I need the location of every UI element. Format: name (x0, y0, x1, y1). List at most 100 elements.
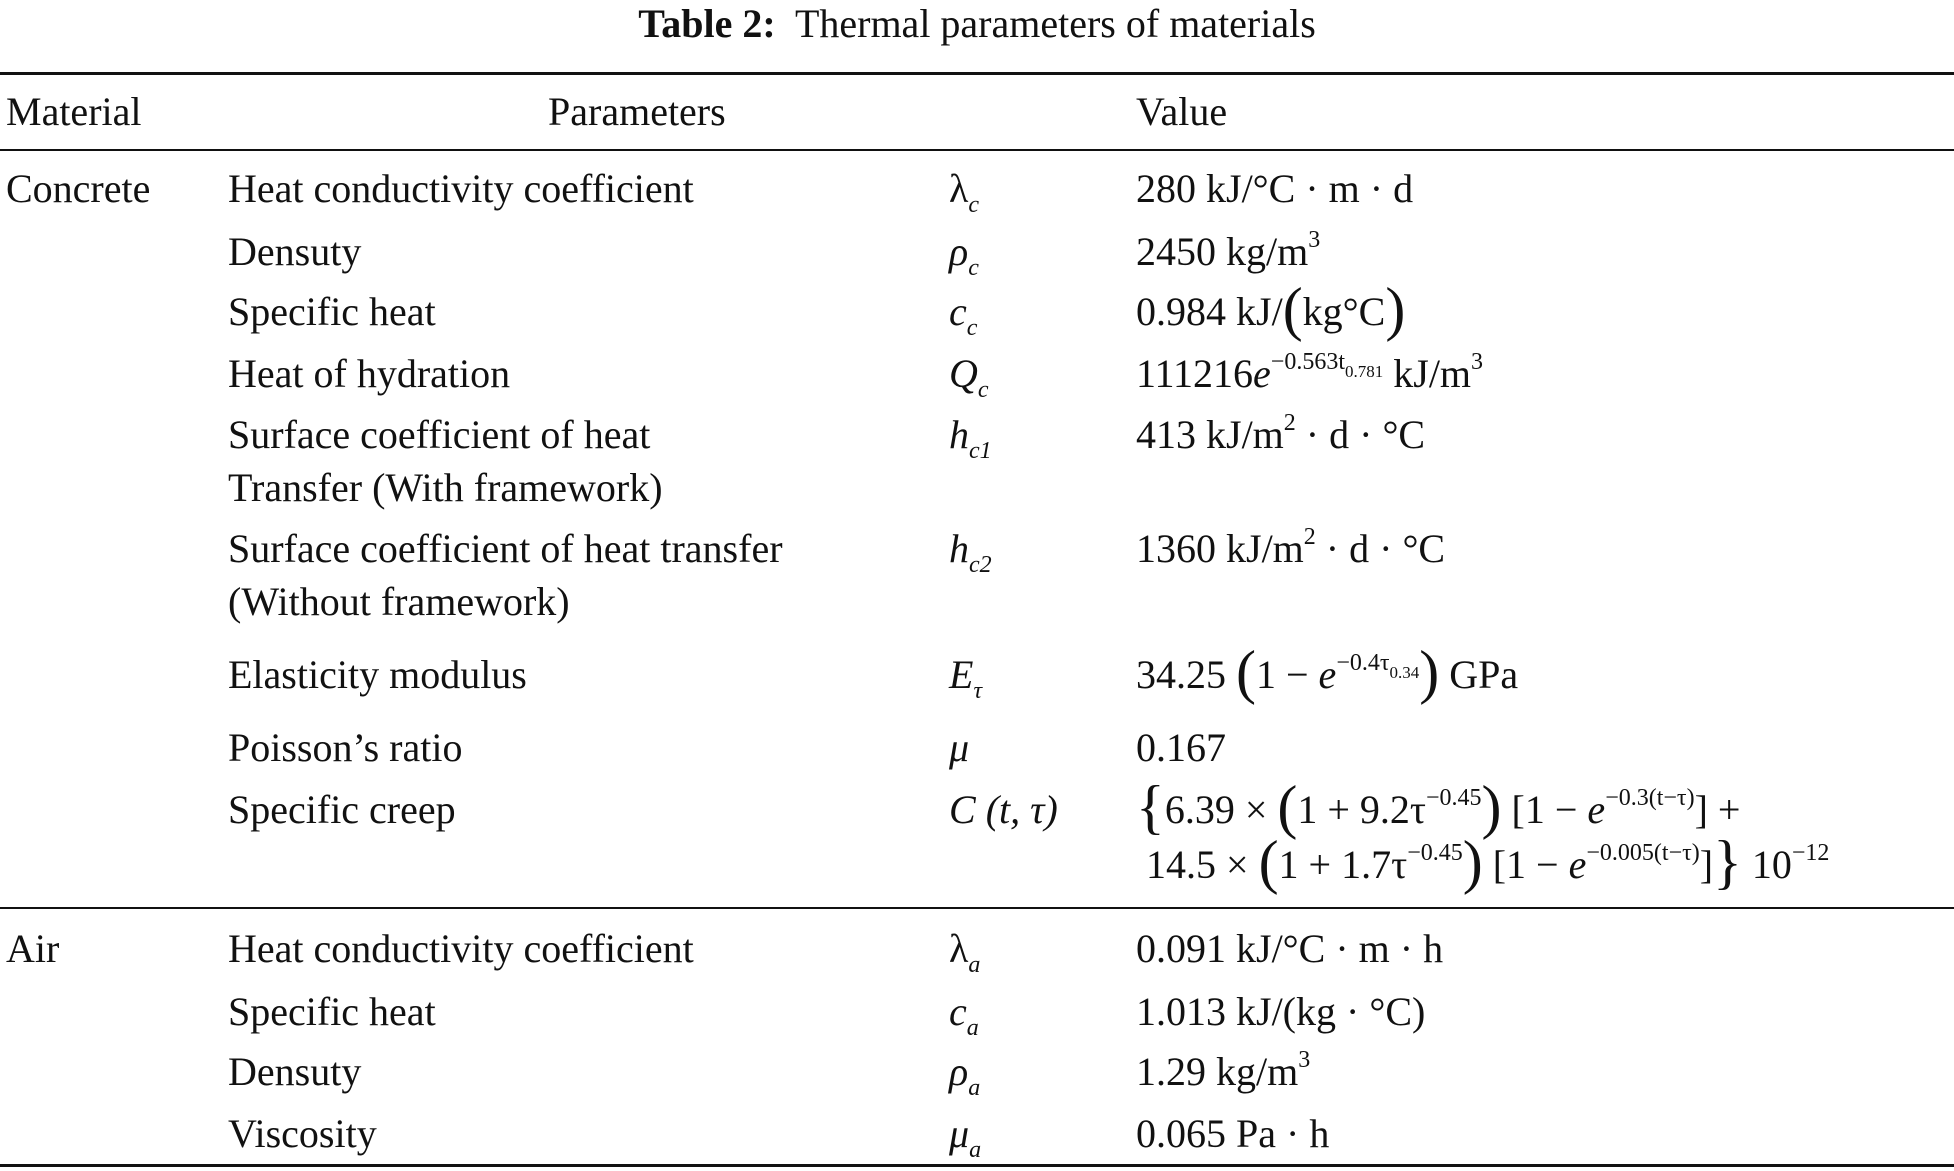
table-caption: Table 2: Thermal parameters of materials (0, 0, 1954, 48)
parameter-name: Viscosity (228, 1111, 377, 1156)
math-segment: ρ (949, 229, 969, 274)
parameter-name: Densuty (228, 1049, 362, 1094)
math-segment: GPa (1439, 652, 1519, 697)
math-segment: −12 (1791, 840, 1830, 866)
math-segment: ) (1419, 639, 1440, 705)
header-rule (0, 149, 1954, 151)
math-segment: 0.34 (1389, 663, 1420, 682)
parameter-symbol: hc2 (949, 526, 992, 578)
header-parameters: Parameters (548, 89, 726, 134)
parameter-symbol: cc (949, 289, 977, 341)
math-segment: a (968, 1075, 981, 1101)
math-segment: ) (1385, 276, 1406, 342)
parameter-symbol: ρa (949, 1049, 980, 1101)
math-segment: a (968, 952, 981, 978)
math-segment: 1.29 kg/m (1136, 1049, 1299, 1094)
math-segment: ( (1236, 639, 1256, 705)
math-segment: kg°C (1302, 289, 1386, 334)
table-label: Table 2: (638, 1, 776, 46)
math-segment: τ (973, 678, 983, 704)
math-segment: −0.3(t−τ) (1605, 785, 1695, 811)
parameter-value: 111216e−0.563t0.781 kJ/m3 (1136, 349, 1484, 396)
math-segment: c (966, 315, 978, 341)
parameter-symbol: ρc (949, 229, 979, 281)
math-segment: 1 + 1.7τ (1278, 842, 1408, 887)
parameter-name: Specific heat (228, 989, 436, 1034)
parameter-symbol: ca (949, 989, 979, 1041)
parameter-symbol: Qc (949, 351, 989, 403)
parameter-value: 0.984 kJ/(kg°C) (1136, 279, 1405, 339)
math-segment: E (949, 652, 974, 697)
parameter-value: 0.065 Pa · h (1136, 1112, 1329, 1156)
math-segment: ( (1258, 829, 1279, 895)
math-segment: 0.091 kJ/°C · m · h (1136, 926, 1444, 971)
math-segment: λ (949, 166, 969, 211)
parameter-symbol: Eτ (949, 652, 982, 704)
math-segment: 1360 kJ/m (1136, 526, 1304, 571)
section-rule (0, 907, 1954, 909)
math-segment: 3 (1471, 349, 1484, 375)
math-segment: 2 (1283, 410, 1296, 436)
parameter-name: Poisson’s ratio (228, 725, 463, 770)
math-segment: c (949, 989, 967, 1034)
math-segment: · d · °C (1315, 526, 1446, 571)
math-segment: c (968, 255, 979, 281)
math-segment: ( (1282, 276, 1303, 342)
parameter-value: {6.39 × (1 + 9.2τ−0.45) [1 − e−0.3(t−τ)]… (1136, 777, 1740, 837)
math-segment: 111216 (1136, 351, 1254, 396)
parameter-name: Surface coefficient of heat (228, 412, 651, 457)
math-segment: μ (949, 725, 970, 770)
parameter-symbol: λa (949, 927, 980, 978)
header-material: Material (6, 89, 142, 134)
math-segment: h (949, 412, 969, 457)
parameter-name: Heat conductivity coefficient (228, 926, 694, 971)
math-segment: · d · °C (1295, 412, 1426, 457)
parameter-name: (Without framework) (228, 579, 570, 624)
parameter-symbol: λc (949, 166, 979, 218)
math-segment: c (949, 289, 967, 334)
math-segment: } (1713, 829, 1742, 895)
math-segment: e (1318, 652, 1337, 697)
parameter-value: 413 kJ/m2 · d · °C (1136, 410, 1426, 457)
math-segment: 280 kJ/°C · m · d (1136, 166, 1414, 211)
parameter-value: 0.091 kJ/°C · m · h (1136, 927, 1443, 971)
math-segment: ρ (949, 1049, 969, 1094)
math-segment: e (1568, 842, 1587, 887)
math-segment: h (949, 526, 969, 571)
math-segment: e (1253, 351, 1271, 396)
math-segment: 3 (1308, 227, 1321, 253)
table-title: Thermal parameters of materials (794, 1, 1316, 46)
math-segment: 1 − (1255, 652, 1319, 697)
parameter-value: 280 kJ/°C · m · d (1136, 167, 1413, 211)
math-segment: ] (1699, 842, 1714, 887)
parameter-name: Specific heat (228, 289, 436, 334)
math-segment: 0.984 kJ/ (1136, 289, 1283, 334)
math-segment: −0.4τ (1336, 650, 1390, 676)
parameter-name: Transfer (With framework) (228, 465, 663, 510)
math-segment: C (949, 787, 976, 832)
math-segment: 0.781 (1345, 362, 1384, 381)
math-segment: −0.005(t−τ) (1586, 840, 1700, 866)
math-segment: 3 (1298, 1047, 1311, 1073)
math-segment: c (968, 192, 980, 218)
math-segment: 2450 kg/m (1136, 229, 1309, 274)
math-segment: 0.065 Pa · h (1136, 1111, 1330, 1156)
math-segment: ( (1277, 774, 1298, 840)
math-segment: Q (949, 351, 978, 396)
material-name: Air (6, 926, 60, 971)
math-segment: a (966, 1015, 979, 1041)
math-segment: −0.563t (1270, 349, 1345, 375)
math-segment: −0.45 (1407, 840, 1463, 866)
parameter-symbol: hc1 (949, 412, 992, 464)
material-name: Concrete (6, 166, 151, 211)
math-segment: 1.013 kJ/(kg · °C) (1136, 989, 1426, 1034)
parameter-name: Surface coefficient of heat transfer (228, 526, 783, 571)
math-segment: c (977, 377, 989, 403)
math-segment: 6.39 × (1164, 787, 1278, 832)
math-segment: 14.5 × (1146, 842, 1259, 887)
math-segment: [1 − (1482, 842, 1569, 887)
math-segment: (t, τ) (975, 787, 1058, 832)
parameter-value: 2450 kg/m3 (1136, 227, 1321, 274)
bottom-rule (0, 1164, 1954, 1167)
math-segment: a (969, 1137, 982, 1163)
